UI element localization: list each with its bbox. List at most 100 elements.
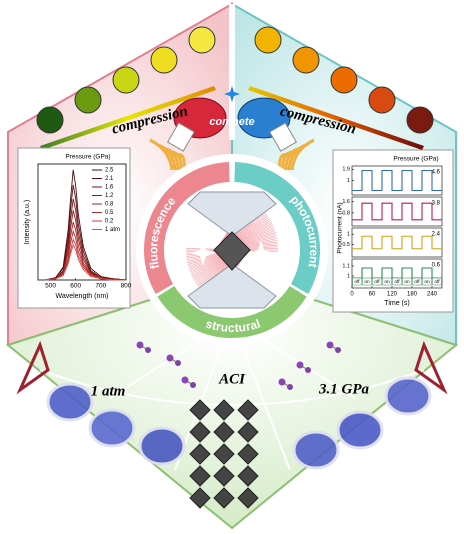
panel-frame <box>351 227 443 258</box>
panel-frame <box>351 196 443 227</box>
panel-label: 3.8 <box>432 201 441 207</box>
lattice-octahedron <box>237 443 259 465</box>
y-tick-label: 1.6 <box>342 199 350 205</box>
current-trace <box>352 202 442 221</box>
surface-blob <box>384 376 432 416</box>
x-axis-label: Wavelength (nm) <box>55 293 108 300</box>
state-label: off <box>354 279 360 285</box>
lattice-octahedron <box>189 487 211 509</box>
legend-title: Pressure (GPa) <box>393 156 438 163</box>
x-tick-label: 120 <box>387 292 398 298</box>
state-box <box>432 277 442 286</box>
speed-line <box>149 138 174 171</box>
sector-green <box>5 248 459 530</box>
y-tick-label: 0.8 <box>342 210 350 216</box>
panel-label: 2.4 <box>432 232 441 238</box>
state-label: on <box>404 280 410 285</box>
spark <box>224 86 240 102</box>
state-label: on <box>384 280 390 285</box>
ring-segment <box>157 285 307 338</box>
diamond-bottom <box>187 263 277 309</box>
bond <box>139 344 149 351</box>
ring-label-bottom: structural <box>204 317 262 335</box>
diamond-top <box>187 191 277 237</box>
state-box <box>362 277 372 286</box>
state-label: off <box>414 279 420 285</box>
bond <box>329 344 339 351</box>
legend-label: 2.1 <box>105 176 114 182</box>
star-left <box>190 240 216 266</box>
glove-cuff <box>269 122 297 152</box>
bond <box>169 357 179 364</box>
orb <box>254 26 282 54</box>
legend-label: 1 atm <box>105 227 120 233</box>
orb <box>74 86 102 114</box>
bond <box>184 379 194 386</box>
state-label: off <box>394 279 400 285</box>
legend-label: 0.8 <box>105 202 114 208</box>
state-box <box>372 277 382 286</box>
gradient-bar <box>40 86 216 150</box>
state-box <box>412 277 422 286</box>
state-box <box>422 277 432 286</box>
panel-label: 0.6 <box>432 263 441 269</box>
plot-area <box>37 163 127 281</box>
lattice-octahedron <box>237 399 259 421</box>
state-label: off <box>434 279 440 285</box>
orb <box>36 106 64 134</box>
gradient-bar <box>248 86 424 150</box>
lattice-octahedron <box>213 465 235 487</box>
state-box <box>352 277 362 286</box>
compete-label: compete <box>209 116 254 128</box>
x-tick-label: 60 <box>369 292 376 298</box>
lattice-octahedron <box>213 443 235 465</box>
x-tick-label: 800 <box>121 283 132 290</box>
glove-cuff <box>167 122 195 152</box>
orb <box>150 46 178 74</box>
legend-label: 0.5 <box>105 210 114 216</box>
surface-blob <box>46 382 94 422</box>
lattice-octahedron <box>213 399 235 421</box>
state-box <box>392 277 402 286</box>
orb <box>188 26 216 54</box>
state-label: on <box>364 280 370 285</box>
x-axis-label: Time (s) <box>384 300 409 307</box>
lattice-octahedron <box>213 487 235 509</box>
speed-line <box>287 142 309 171</box>
spectrum-line <box>45 244 126 281</box>
lattice-octahedron <box>237 487 259 509</box>
state-box <box>382 277 392 286</box>
lattice-octahedron <box>213 421 235 443</box>
arrow-right <box>414 340 448 395</box>
legend-label: 1.2 <box>105 193 114 199</box>
x-tick-label: 240 <box>427 292 438 298</box>
y-tick-label: 1.1 <box>342 263 350 269</box>
y-tick-label: 1.9 <box>342 167 350 173</box>
surface-blob <box>292 430 340 470</box>
arrow-left <box>16 340 50 395</box>
x-tick-label: 600 <box>70 283 81 290</box>
surface-blob <box>336 410 384 450</box>
panel-frame <box>351 258 443 289</box>
orb <box>112 66 140 94</box>
x-tick-label: 500 <box>45 283 56 290</box>
x-tick-label: 700 <box>95 283 106 290</box>
lattice-octahedron <box>189 465 211 487</box>
current-trace <box>352 169 442 192</box>
star-right <box>248 240 274 266</box>
ring-segment <box>144 162 230 294</box>
bond <box>299 364 309 371</box>
orb <box>330 66 358 94</box>
x-tick-label: 180 <box>407 292 418 298</box>
legend-label: 0.2 <box>105 219 114 225</box>
bottom-arc <box>39 369 425 406</box>
y-axis-label: Intensity (a.u.) <box>24 200 31 244</box>
lattice-octahedron <box>237 465 259 487</box>
lattice-octahedron <box>189 421 211 443</box>
condition-label-left: 1 atm <box>91 383 126 399</box>
legend-title: Pressure (GPa) <box>65 154 110 161</box>
y-tick-label: 0.5 <box>342 242 350 248</box>
lattice-octahedron <box>189 443 211 465</box>
condition-label-middle: ACI <box>218 371 246 387</box>
